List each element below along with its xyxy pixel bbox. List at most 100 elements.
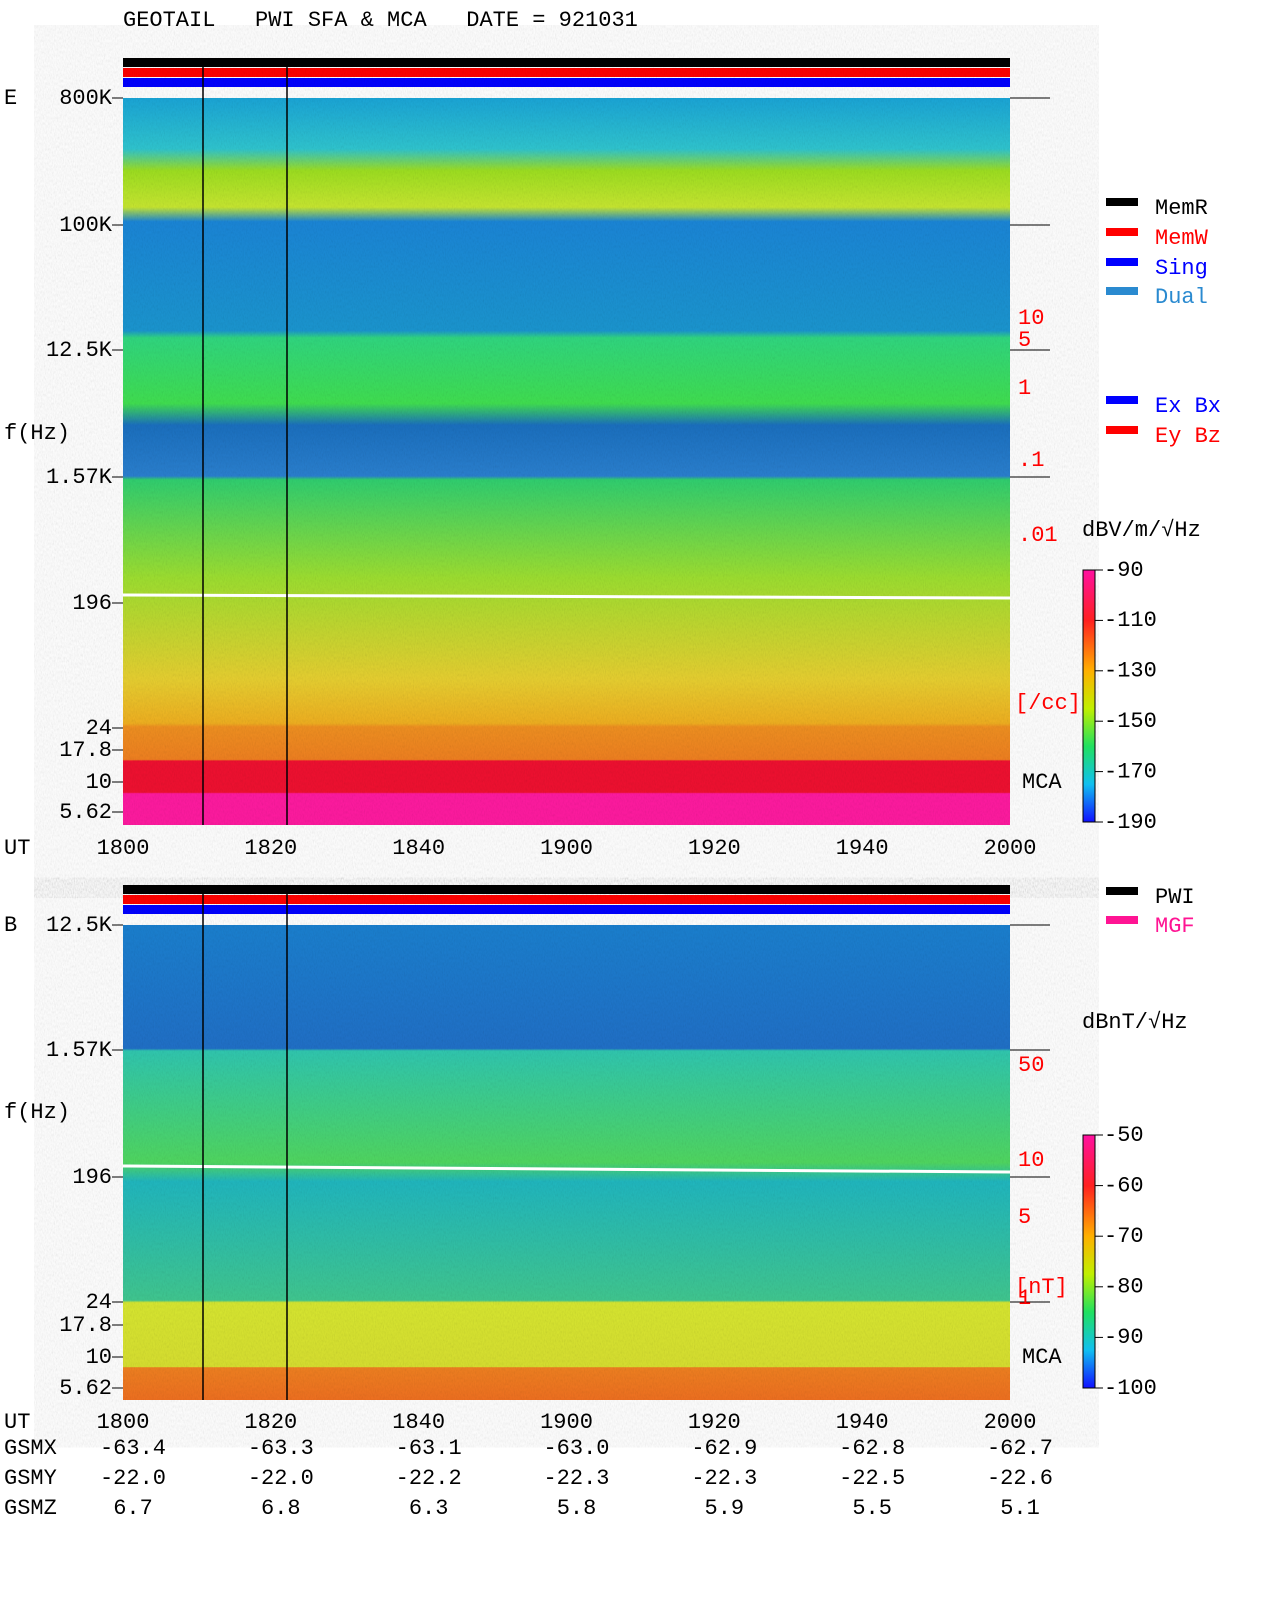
legend-label: MemW bbox=[1155, 226, 1209, 251]
legend-label: Ex Bx bbox=[1155, 394, 1221, 419]
colorbar-tick-label: -50 bbox=[1104, 1123, 1144, 1148]
colorbar-tick-label: -90 bbox=[1104, 558, 1144, 583]
panel-label: E bbox=[4, 86, 17, 111]
colorbar-unit: dBnT/√Hz bbox=[1082, 1010, 1188, 1035]
orbit-value: -63.1 bbox=[396, 1436, 462, 1461]
spectrogram-texture bbox=[123, 925, 1010, 1400]
y-label: f(Hz) bbox=[4, 421, 70, 446]
density-unit: [nT] bbox=[1015, 1275, 1068, 1300]
orbit-value: 6.7 bbox=[113, 1496, 153, 1521]
density-label: 1 bbox=[1018, 376, 1031, 401]
orbit-value: -22.6 bbox=[987, 1466, 1053, 1491]
orbit-value: -22.5 bbox=[839, 1466, 905, 1491]
x-tick-label: 1940 bbox=[836, 1410, 889, 1435]
colorbar-tick-label: -150 bbox=[1104, 709, 1157, 734]
orbit-value: -63.0 bbox=[543, 1436, 609, 1461]
colorbar-unit: dBV/m/√Hz bbox=[1082, 518, 1201, 543]
x-label: UT bbox=[4, 1410, 30, 1435]
legend-label: Sing bbox=[1155, 256, 1208, 281]
orbit-value: 5.5 bbox=[852, 1496, 892, 1521]
x-tick-label: 1840 bbox=[392, 1410, 445, 1435]
status-bar bbox=[123, 58, 1010, 67]
y-tick-label: 5.62 bbox=[59, 800, 112, 825]
density-unit: [/cc] bbox=[1015, 691, 1081, 716]
orbit-value: -22.3 bbox=[543, 1466, 609, 1491]
y-tick-label: 5.62 bbox=[59, 1376, 112, 1401]
orbit-value: -63.3 bbox=[248, 1436, 314, 1461]
x-tick-label: 1900 bbox=[540, 1410, 593, 1435]
legend-label: Ey Bz bbox=[1155, 424, 1221, 449]
x-tick-label: 1900 bbox=[540, 836, 593, 861]
plasma-line bbox=[122, 1164, 1011, 1174]
y-tick-label: 12.5K bbox=[46, 913, 113, 938]
colorbar-tick-label: -100 bbox=[1104, 1376, 1157, 1401]
x-tick-label: 1820 bbox=[244, 1410, 297, 1435]
colorbar-tick-label: -80 bbox=[1104, 1275, 1144, 1300]
orbit-label: GSMY bbox=[4, 1466, 57, 1491]
title: GEOTAIL PWI SFA & MCA DATE = 921031 bbox=[123, 8, 638, 33]
colorbar-tick-label: -170 bbox=[1104, 759, 1157, 784]
orbit-value: -62.8 bbox=[839, 1436, 905, 1461]
density-label: 10 bbox=[1018, 306, 1044, 331]
orbit-value: 6.3 bbox=[409, 1496, 449, 1521]
legend-swatch bbox=[1106, 396, 1138, 404]
plasma-line bbox=[122, 593, 1011, 600]
legend-label: Dual bbox=[1155, 285, 1208, 310]
orbit-label: GSMX bbox=[4, 1436, 57, 1461]
x-tick-label: 2000 bbox=[984, 1410, 1037, 1435]
legend-swatch bbox=[1106, 916, 1138, 924]
mca-label: MCA bbox=[1022, 770, 1062, 795]
status-bar bbox=[123, 905, 1010, 914]
density-label: .01 bbox=[1018, 523, 1058, 548]
orbit-value: 6.8 bbox=[261, 1496, 301, 1521]
status-bar bbox=[123, 78, 1010, 87]
legend-swatch bbox=[1106, 198, 1138, 206]
density-label: .1 bbox=[1018, 448, 1044, 473]
orbit-value: -22.3 bbox=[691, 1466, 757, 1491]
legend-swatch bbox=[1106, 287, 1138, 295]
density-label: 10 bbox=[1018, 1148, 1044, 1173]
x-tick-label: 1800 bbox=[97, 836, 150, 861]
legend-label: PWI bbox=[1155, 885, 1195, 910]
y-tick-label: 196 bbox=[72, 591, 112, 616]
y-tick-label: 17.8 bbox=[59, 738, 112, 763]
y-tick-label: 12.5K bbox=[46, 338, 113, 363]
status-bar bbox=[123, 885, 1010, 894]
y-tick-label: 196 bbox=[72, 1165, 112, 1190]
colorbar-tick-label: -90 bbox=[1104, 1325, 1144, 1350]
orbit-value: 5.9 bbox=[705, 1496, 745, 1521]
legend-swatch bbox=[1106, 228, 1138, 236]
mca-label: MCA bbox=[1022, 1345, 1062, 1370]
orbit-value: 5.8 bbox=[557, 1496, 597, 1521]
colorbar-tick-label: -130 bbox=[1104, 659, 1157, 684]
density-label: 5 bbox=[1018, 1205, 1031, 1230]
x-tick-label: 1940 bbox=[836, 836, 889, 861]
density-label: 50 bbox=[1018, 1053, 1044, 1078]
status-bar bbox=[123, 68, 1010, 77]
colorbar-tick-label: -190 bbox=[1104, 810, 1157, 835]
orbit-value: -22.0 bbox=[248, 1466, 314, 1491]
legend-swatch bbox=[1106, 426, 1138, 434]
colorbar bbox=[1082, 1134, 1096, 1389]
density-label: 1 bbox=[1018, 1286, 1031, 1311]
y-tick-label: 17.8 bbox=[59, 1313, 112, 1338]
orbit-value: 5.1 bbox=[1000, 1496, 1040, 1521]
legend-swatch bbox=[1106, 258, 1138, 266]
y-label: f(Hz) bbox=[4, 1100, 70, 1125]
legend-label: MGF bbox=[1155, 914, 1195, 939]
colorbar-tick-label: -70 bbox=[1104, 1224, 1144, 1249]
orbit-label: GSMZ bbox=[4, 1496, 57, 1521]
y-tick-label: 10 bbox=[86, 770, 112, 795]
y-tick-label: 24 bbox=[86, 1290, 112, 1315]
orbit-value: -63.4 bbox=[100, 1436, 166, 1461]
y-tick-label: 1.57K bbox=[46, 1038, 113, 1063]
y-tick-label: 24 bbox=[86, 716, 112, 741]
panel-label: B bbox=[4, 913, 17, 938]
legend-label: MemR bbox=[1155, 196, 1208, 221]
orbit-value: -62.9 bbox=[691, 1436, 757, 1461]
status-bar bbox=[123, 895, 1010, 904]
orbit-value: -22.2 bbox=[396, 1466, 462, 1491]
y-tick-label: 1.57K bbox=[46, 465, 113, 490]
x-tick-label: 1920 bbox=[688, 1410, 741, 1435]
